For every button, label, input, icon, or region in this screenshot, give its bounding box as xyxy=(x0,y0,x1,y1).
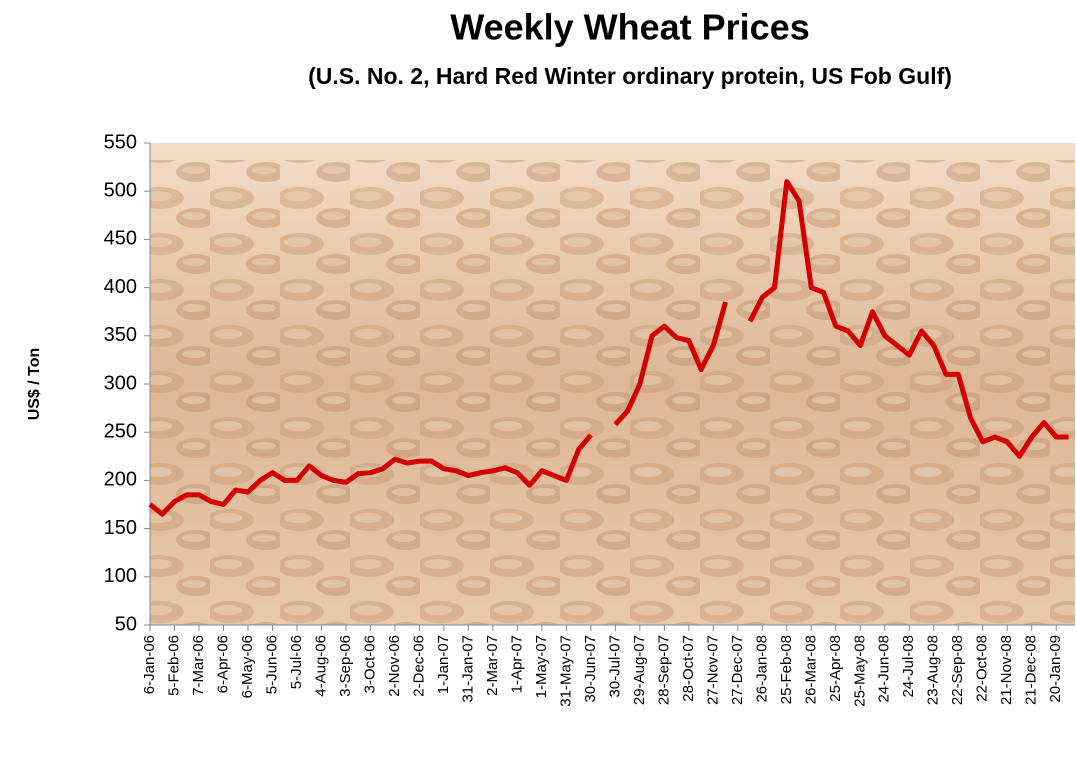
y-tick-label: 550 xyxy=(104,131,137,153)
x-tick-label: 5-Jul-06 xyxy=(288,635,305,689)
y-tick-label: 150 xyxy=(104,517,137,539)
y-tick-label: 250 xyxy=(104,420,137,442)
x-tick-label: 22-Oct-08 xyxy=(974,635,991,702)
x-tick-label: 2-Mar-07 xyxy=(484,635,501,696)
x-tick-label: 6-Apr-06 xyxy=(214,635,231,693)
x-tick-label: 24-Jun-08 xyxy=(876,635,893,703)
x-tick-label: 25-May-08 xyxy=(851,635,868,707)
x-tick-label: 3-Oct-06 xyxy=(361,635,378,693)
x-tick-label: 27-Nov-07 xyxy=(704,635,721,705)
y-tick-label: 200 xyxy=(104,469,137,491)
x-tick-label: 28-Oct-07 xyxy=(680,635,697,702)
x-tick-label: 28-Sep-07 xyxy=(655,635,672,705)
y-tick-label: 300 xyxy=(104,372,137,394)
x-tick-label: 26-Jan-08 xyxy=(753,635,770,703)
x-tick-label: 1-May-07 xyxy=(533,635,550,698)
x-tick-label: 26-Mar-08 xyxy=(802,635,819,704)
x-tick-label: 22-Sep-08 xyxy=(949,635,966,705)
wheat-texture xyxy=(150,160,1075,625)
x-tick-label: 4-Aug-06 xyxy=(312,635,329,697)
chart-title: Weekly Wheat Prices xyxy=(450,7,810,48)
x-tick-label: 30-Jun-07 xyxy=(582,635,599,703)
x-tick-label: 31-May-07 xyxy=(557,635,574,707)
x-tick-label: 21-Nov-08 xyxy=(998,635,1015,705)
x-tick-label: 30-Jul-07 xyxy=(606,635,623,698)
chart: Weekly Wheat Prices (U.S. No. 2, Hard Re… xyxy=(0,0,1076,759)
x-tick-label: 24-Jul-08 xyxy=(900,635,917,698)
x-tick-label: 23-Aug-08 xyxy=(925,635,942,705)
x-tick-label: 7-Mar-06 xyxy=(190,635,207,696)
x-tick-label: 6-May-06 xyxy=(239,635,256,698)
x-tick-label: 2-Nov-06 xyxy=(386,635,403,697)
y-tick-label: 500 xyxy=(104,179,137,201)
y-tick-label: 400 xyxy=(104,276,137,298)
page: {"chart_data": {"type": "line", "title":… xyxy=(0,0,1076,759)
x-tick-label: 27-Dec-07 xyxy=(729,635,746,705)
x-tick-label: 20-Jan-09 xyxy=(1047,635,1064,703)
x-tick-label: 25-Apr-08 xyxy=(827,635,844,702)
x-tick-label: 31-Jan-07 xyxy=(459,635,476,703)
y-tick-label: 450 xyxy=(104,228,137,250)
x-tick-label: 5-Feb-06 xyxy=(165,635,182,696)
x-tick-label: 3-Sep-06 xyxy=(337,635,354,697)
y-axis-label: US$ / Ton xyxy=(26,348,43,421)
y-tick-label: 350 xyxy=(104,324,137,346)
x-tick-label: 1-Apr-07 xyxy=(508,635,525,693)
x-tick-label: 1-Jan-07 xyxy=(435,635,452,694)
x-tick-label: 29-Aug-07 xyxy=(631,635,648,705)
y-tick-label: 50 xyxy=(115,613,137,635)
x-tick-label: 5-Jun-06 xyxy=(263,635,280,694)
x-tick-label: 25-Feb-08 xyxy=(778,635,795,704)
x-tick-label: 21-Dec-08 xyxy=(1023,635,1040,705)
y-tick-label: 100 xyxy=(104,565,137,587)
chart-subtitle: (U.S. No. 2, Hard Red Winter ordinary pr… xyxy=(308,63,952,89)
x-tick-label: 2-Dec-06 xyxy=(410,635,427,697)
x-tick-label: 6-Jan-06 xyxy=(141,635,158,694)
